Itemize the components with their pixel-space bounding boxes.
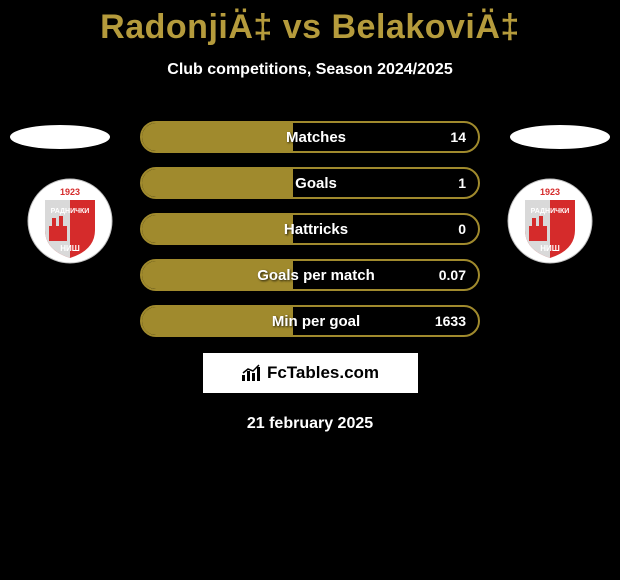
- date-text: 21 february 2025: [0, 415, 620, 433]
- stat-value: 1: [458, 175, 466, 191]
- stat-fill: [142, 307, 293, 335]
- badge-text1: РАДНИЧКИ: [51, 208, 90, 215]
- stat-fill: [142, 169, 293, 197]
- badge-text2: НИШ: [540, 244, 560, 253]
- stat-row-hattricks: Hattricks 0: [140, 213, 480, 245]
- left-club-badge: 1923 РАДНИЧКИ НИШ: [27, 178, 113, 264]
- stat-label: Matches: [286, 129, 346, 146]
- right-player-oval: [510, 125, 610, 149]
- stat-row-goals-per-match: Goals per match 0.07: [140, 259, 480, 291]
- badge-year: 1923: [60, 187, 80, 197]
- stat-label: Goals: [295, 175, 337, 192]
- fctables-logo-box: FcTables.com: [203, 353, 418, 393]
- stat-label: Hattricks: [284, 221, 348, 238]
- badge-text2: НИШ: [60, 244, 80, 253]
- stat-value: 0.07: [439, 267, 466, 283]
- right-club-badge: 1923 РАДНИЧКИ НИШ: [507, 178, 593, 264]
- left-player-oval: [10, 125, 110, 149]
- badge-text1: РАДНИЧКИ: [531, 208, 570, 215]
- badge-year: 1923: [540, 187, 560, 197]
- stat-value: 1633: [435, 313, 466, 329]
- chart-icon: [241, 364, 263, 382]
- stat-fill: [142, 215, 293, 243]
- page-title: RadonjiÄ‡ vs BelakoviÄ‡: [0, 0, 620, 47]
- stat-row-goals: Goals 1: [140, 167, 480, 199]
- page-subtitle: Club competitions, Season 2024/2025: [0, 61, 620, 79]
- stat-value: 0: [458, 221, 466, 237]
- stat-label: Min per goal: [272, 313, 360, 330]
- stat-row-matches: Matches 14: [140, 121, 480, 153]
- fctables-logo: FcTables.com: [241, 363, 379, 383]
- stat-row-min-per-goal: Min per goal 1633: [140, 305, 480, 337]
- stat-fill: [142, 123, 293, 151]
- logo-label: FcTables.com: [267, 363, 379, 383]
- stat-value: 14: [450, 129, 466, 145]
- stat-label: Goals per match: [257, 267, 375, 284]
